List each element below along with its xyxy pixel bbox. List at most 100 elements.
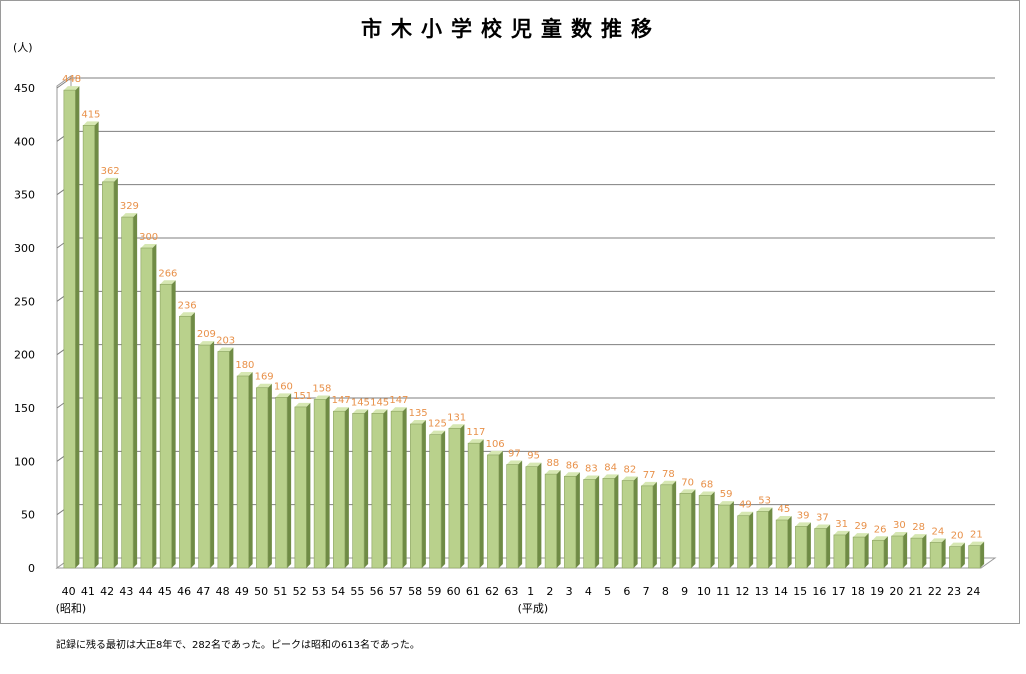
x-tick-label: 11	[716, 585, 730, 598]
data-label: 30	[893, 520, 906, 531]
bar	[179, 312, 195, 569]
bar-front	[737, 515, 750, 569]
y-axis-unit-label: (人)	[13, 41, 33, 54]
bar-front	[198, 344, 211, 569]
bar-front	[641, 485, 654, 569]
bar-side	[806, 522, 811, 568]
data-label: 37	[816, 513, 829, 524]
bar-side	[614, 474, 619, 568]
bar	[891, 532, 908, 569]
x-tick-label: 45	[158, 585, 172, 598]
x-tick-label: 12	[735, 585, 749, 598]
bar-top	[256, 383, 272, 388]
data-label: 26	[874, 524, 887, 535]
data-label: 125	[428, 419, 447, 430]
data-label: 203	[216, 335, 235, 346]
bar-front	[891, 535, 904, 569]
bar	[140, 244, 157, 569]
bar-top	[910, 534, 927, 539]
bar-top	[930, 538, 946, 543]
bar-front	[140, 247, 153, 569]
data-label: 180	[235, 360, 254, 371]
y-tick-label: 200	[14, 349, 35, 362]
bar-top	[102, 177, 118, 182]
x-tick-label: 20	[889, 585, 903, 598]
bar-front	[795, 526, 808, 569]
data-label: 29	[855, 521, 868, 532]
data-label: 95	[527, 451, 540, 462]
bar-front	[872, 539, 885, 569]
bar-side	[518, 460, 523, 568]
x-tick-label: 58	[408, 585, 422, 598]
bar-side	[267, 383, 272, 568]
bar-front	[371, 413, 384, 569]
y-tick-label: 50	[21, 509, 35, 522]
data-label: 78	[662, 469, 675, 480]
bar	[410, 420, 426, 569]
bar-side	[229, 347, 234, 568]
bar-top	[660, 480, 677, 485]
bar-front	[82, 125, 95, 569]
data-label: 160	[274, 381, 293, 392]
data-label: 24	[932, 526, 945, 537]
data-label: 70	[681, 477, 694, 488]
data-label: 21	[970, 530, 983, 541]
bar	[256, 383, 272, 569]
bar-side	[826, 524, 831, 568]
bar	[159, 280, 176, 569]
x-tick-label: 21	[909, 585, 923, 598]
bar	[621, 476, 638, 569]
x-tick-label: 46	[177, 585, 191, 598]
bar-top	[217, 347, 234, 352]
x-tick-label: 41	[81, 585, 95, 598]
bar-front	[313, 399, 326, 569]
bar-top	[872, 536, 888, 541]
bar-top	[179, 312, 195, 317]
data-label: 300	[139, 232, 158, 243]
x-tick-label: 14	[774, 585, 788, 598]
data-label: 448	[62, 74, 81, 85]
bar-side	[672, 480, 677, 568]
bar-side	[133, 213, 138, 569]
x-tick-label: 48	[216, 585, 230, 598]
bar	[506, 460, 523, 569]
bar-front	[159, 283, 172, 569]
data-label: 169	[255, 372, 274, 383]
x-tick-label: 40	[62, 585, 76, 598]
bar-top	[968, 541, 985, 546]
bar	[198, 341, 215, 569]
bar-front	[852, 536, 865, 569]
era-label: (昭和)	[56, 602, 87, 615]
data-label: 53	[758, 495, 771, 506]
x-tick-label: 13	[755, 585, 769, 598]
bar-top	[814, 524, 831, 529]
data-label: 86	[566, 460, 579, 471]
bar-side	[94, 121, 99, 568]
bar	[775, 516, 792, 569]
bar-front	[179, 315, 192, 569]
bar-front	[506, 464, 519, 569]
bar-top	[83, 121, 99, 126]
x-tick-label: 56	[370, 585, 384, 598]
x-tick-label: 50	[254, 585, 268, 598]
bar	[236, 372, 253, 569]
bar-top	[468, 439, 484, 444]
data-label: 83	[585, 463, 598, 474]
bar	[718, 501, 734, 569]
bar-side	[287, 393, 292, 568]
data-label: 28	[912, 522, 925, 533]
bar	[82, 121, 99, 569]
bar-side	[980, 541, 985, 568]
bar-top	[718, 501, 734, 506]
bar	[564, 472, 580, 569]
bar-side	[479, 439, 484, 568]
bar-side	[402, 407, 407, 568]
x-tick-label: 9	[681, 585, 688, 598]
x-tick-label: 7	[643, 585, 650, 598]
bar-side	[152, 244, 157, 568]
bar	[525, 462, 542, 569]
y-tick-label: 150	[14, 402, 35, 415]
bar-front	[698, 495, 711, 569]
bar-front	[236, 375, 249, 569]
data-label: 68	[701, 479, 714, 490]
